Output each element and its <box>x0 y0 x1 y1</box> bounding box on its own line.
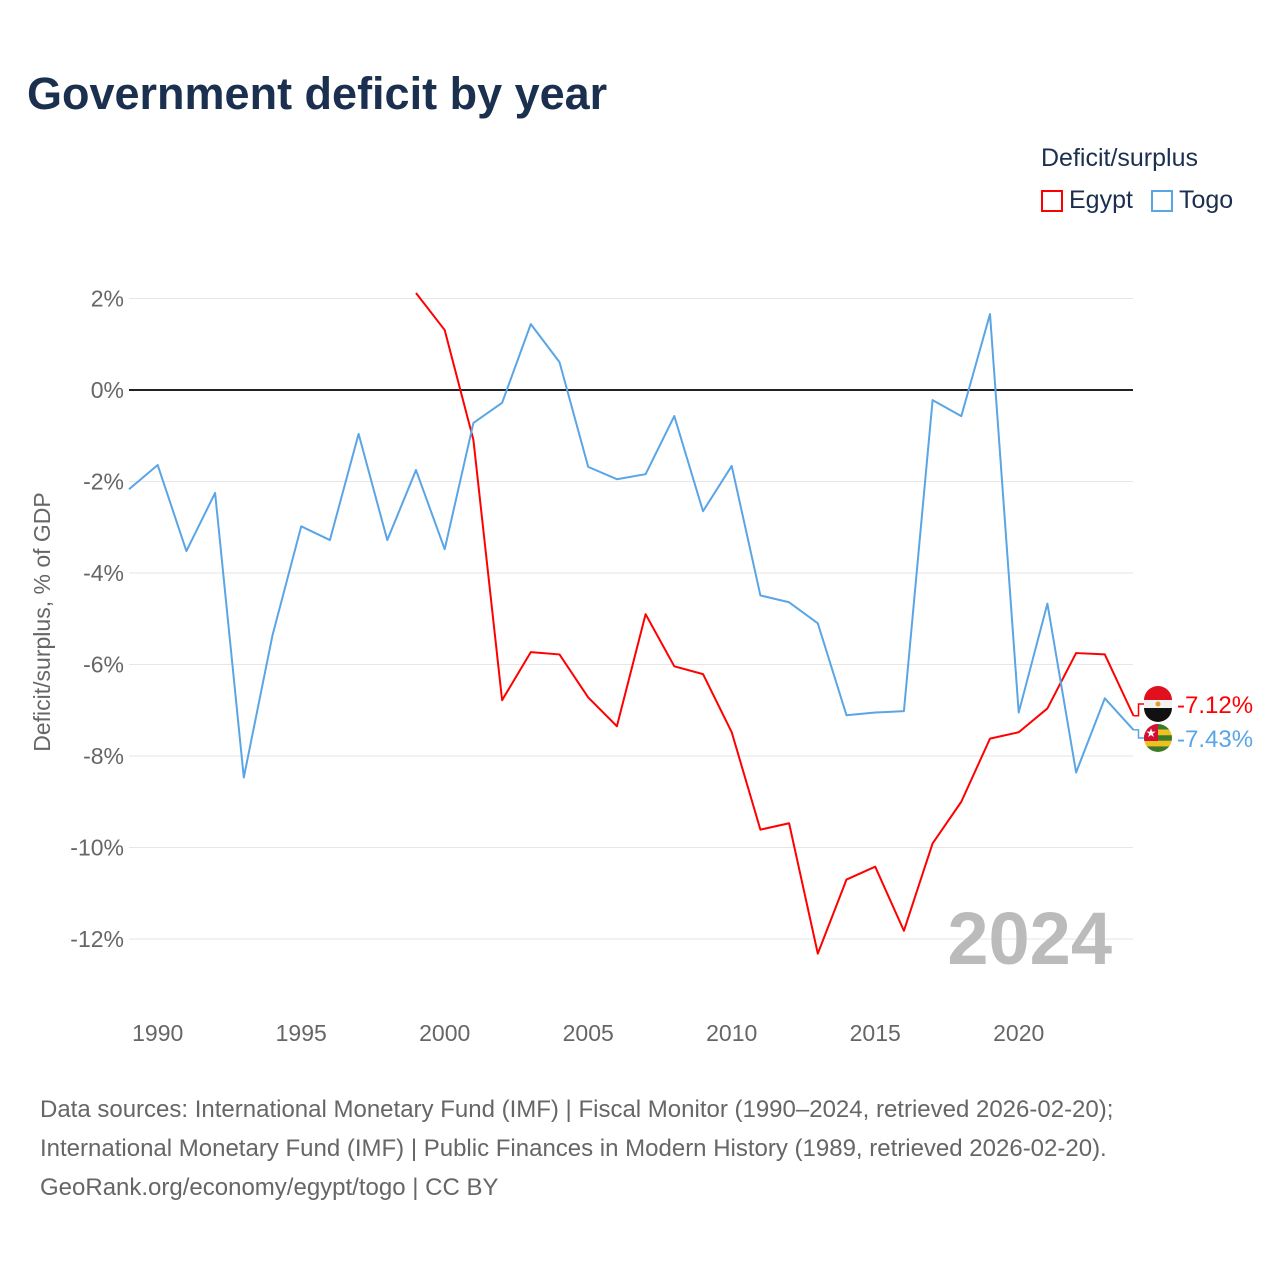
legend-item-egypt[interactable]: Egypt <box>1041 186 1133 215</box>
source-line: International Monetary Fund (IMF) | Publ… <box>40 1135 1107 1162</box>
y-tick-label: -2% <box>83 469 124 495</box>
flag-egypt-icon <box>1144 708 1172 722</box>
legend-swatch <box>1041 189 1063 212</box>
y-tick-label: -10% <box>70 835 124 861</box>
legend-swatch <box>1150 189 1173 212</box>
y-tick-label: 0% <box>91 377 124 403</box>
x-tick-label: 2010 <box>706 1020 757 1046</box>
y-tick-label: 2% <box>91 286 124 312</box>
legend-label: Togo <box>1178 186 1234 214</box>
flag-egypt-icon <box>1155 701 1161 707</box>
leader-line <box>1133 729 1146 739</box>
series-line-togo <box>128 313 1135 779</box>
x-tick-label: 2020 <box>993 1020 1044 1046</box>
end-value-label: -7.12% <box>1177 692 1253 719</box>
legend-item-togo[interactable]: Togo <box>1150 186 1234 215</box>
x-tick-label: 2005 <box>563 1020 614 1046</box>
year-watermark: 2024 <box>947 897 1112 980</box>
flag-togo-icon: ★ <box>1146 726 1157 740</box>
y-tick-label: -6% <box>83 652 124 678</box>
flag-egypt-icon <box>1144 686 1172 700</box>
x-tick-label: 2000 <box>419 1020 470 1046</box>
end-value-label: -7.43% <box>1177 726 1253 753</box>
series-line-egypt <box>415 292 1135 955</box>
y-axis-label: Deficit/surplus, % of GDP <box>29 492 55 751</box>
y-tick-label: -8% <box>83 743 124 769</box>
legend-label: Egypt <box>1069 186 1133 214</box>
legend: Egypt Togo <box>1041 186 1233 215</box>
chart-title: Government deficit by year <box>27 68 608 119</box>
flag-togo-icon <box>1144 740 1172 747</box>
y-tick-label: -4% <box>83 560 124 586</box>
y-tick-label: -12% <box>70 926 124 952</box>
flag-togo-icon <box>1144 746 1172 752</box>
sources: Data sources: International Monetary Fun… <box>40 1090 1113 1207</box>
source-line: Data sources: International Monetary Fun… <box>40 1096 1114 1123</box>
legend-title: Deficit/surplus <box>1041 144 1198 172</box>
leader-line <box>1133 703 1146 717</box>
x-tick-label: 2015 <box>850 1020 901 1046</box>
source-link[interactable]: GeoRank.org/economy/egypt/togo | CC BY <box>40 1174 499 1201</box>
x-tick-label: 1990 <box>132 1020 183 1046</box>
x-tick-label: 1995 <box>276 1020 327 1046</box>
